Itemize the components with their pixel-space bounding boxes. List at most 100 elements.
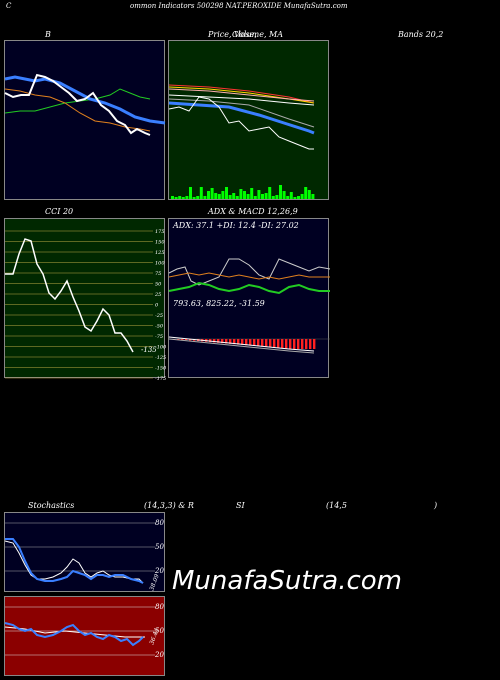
macd-readout: 793.63, 825.22, -31.59 xyxy=(173,299,265,308)
volume-bar xyxy=(225,187,228,199)
volume-bar xyxy=(203,196,207,199)
macd-hist-bar xyxy=(297,339,300,349)
volume-bar xyxy=(232,193,236,199)
rsi-tick-80: 80 xyxy=(155,603,164,611)
bands-title: Bands 20,2 xyxy=(398,30,444,39)
macd-hist-bar xyxy=(301,339,304,349)
macd-hist-bar xyxy=(305,339,308,349)
macd-hist-bar xyxy=(217,339,220,343)
volume-bars xyxy=(171,185,315,199)
volume-bar xyxy=(214,193,218,199)
cci-tick-label: -125 xyxy=(155,355,166,361)
adx-macd-panel: ADX: 37.1 +DI: 12.4 -DI: 27.02 793.63, 8… xyxy=(168,218,331,378)
macd-hist-bar xyxy=(277,339,280,349)
volume-bar xyxy=(297,196,300,199)
cci-tick-label: 50 xyxy=(155,282,162,288)
watermark-logo: MunafaSutra.com xyxy=(172,566,403,596)
volume-bar xyxy=(286,196,290,199)
stoch-tick-20: 20 xyxy=(155,567,164,575)
volume-bar xyxy=(228,195,232,199)
volume-bar xyxy=(282,191,286,199)
stoch-tick-80: 80 xyxy=(155,519,164,527)
volume-bar xyxy=(253,196,257,199)
rsi-si-title: SI xyxy=(236,501,245,510)
cci-tick-label: 150 xyxy=(155,240,165,246)
header-title: ommon Indicators 500298 NAT.PEROXIDE Mun… xyxy=(130,2,348,10)
volume-bar xyxy=(239,189,243,199)
cci-tick-label: -25 xyxy=(155,313,163,319)
macd-hist-bar xyxy=(209,339,212,343)
macd-hist-bar xyxy=(265,339,268,348)
volume-bar xyxy=(192,197,196,199)
cci-panel: 175 150 125 100 75 50 25 0 -25 -50 -75 -100 -125 -150… xyxy=(4,218,167,382)
macd-hist-bar xyxy=(293,339,296,349)
volume-bar xyxy=(178,196,182,199)
macd-hist-bar xyxy=(241,339,244,345)
macd-hist-bar xyxy=(281,339,284,349)
macd-hist-bar xyxy=(213,339,216,343)
volume-bar xyxy=(250,188,254,199)
cci-tick-label: 175 xyxy=(155,229,165,235)
price-close-title: Close, xyxy=(232,30,257,39)
stoch-tick-50: 50 xyxy=(155,543,164,551)
volume-bar xyxy=(207,191,210,199)
stochastics-panel: 80 50 20 38.09 xyxy=(4,512,165,592)
volume-bar xyxy=(307,190,311,199)
price-volume-chart xyxy=(168,84,315,199)
macd-hist-bar xyxy=(253,339,256,346)
bollinger-b-chart xyxy=(4,73,166,136)
volume-bar xyxy=(196,196,200,199)
stoch-title: Stochastics xyxy=(28,501,75,510)
volume-bar xyxy=(289,192,293,199)
volume-bar xyxy=(311,194,315,199)
volume-bar xyxy=(275,195,279,199)
macd-hist-bar xyxy=(225,339,228,344)
cci-tick-label: -150 xyxy=(155,366,167,372)
macd-hist-bar xyxy=(221,339,224,344)
rsi-chart xyxy=(4,606,155,656)
macd-hist-bar xyxy=(269,339,272,348)
volume-bar xyxy=(174,197,178,199)
price-volume-ma-title: Price, Volume, MA xyxy=(208,30,284,39)
cci-tick-label: -175 xyxy=(155,376,166,382)
cci-chart: 175 150 125 100 75 50 25 0 -25 -50 -75 -100 -125 -150… xyxy=(5,229,167,382)
volume-bar xyxy=(243,191,246,199)
macd-hist-bar xyxy=(257,339,260,347)
volume-bar xyxy=(217,194,221,199)
rsi-panel: 80 50 20 36.44 xyxy=(4,596,165,676)
volume-bar xyxy=(199,187,203,199)
adx-macd-title: ADX & MACD 12,26,9 xyxy=(208,207,298,216)
adx-chart xyxy=(168,258,331,354)
macd-hist-bar xyxy=(249,339,252,346)
macd-hist-bar xyxy=(309,339,312,349)
macd-hist-bar xyxy=(233,339,236,345)
cci-tick-label: -75 xyxy=(155,334,163,340)
volume-bar xyxy=(246,194,250,199)
cci-tick-label: -50 xyxy=(155,324,164,330)
header-c-mark: C xyxy=(6,2,12,10)
volume-bar xyxy=(271,196,275,199)
volume-bar xyxy=(293,197,297,199)
cci-last-value: -135 xyxy=(141,346,157,354)
stoch-params-title: (14,3,3) & R xyxy=(144,501,194,510)
macd-hist-bar xyxy=(189,339,192,341)
rsi-tick-50: 50 xyxy=(155,627,164,635)
cci-tick-label: 75 xyxy=(155,271,161,277)
rsi-tick-20: 20 xyxy=(155,651,164,659)
macd-hist-bar xyxy=(273,339,276,348)
volume-bar xyxy=(264,193,268,199)
volume-bar xyxy=(221,191,225,199)
macd-hist-bar xyxy=(229,339,232,344)
cci-tick-label: 25 xyxy=(154,292,161,298)
volume-bar xyxy=(235,196,239,199)
volume-bar xyxy=(304,187,308,199)
adx-readout: ADX: 37.1 +DI: 12.4 -DI: 27.02 xyxy=(173,221,299,230)
macd-hist-bar xyxy=(245,339,248,346)
volume-bar xyxy=(189,187,192,199)
cci-tick-label: 100 xyxy=(155,261,165,267)
macd-hist-bar xyxy=(289,339,292,349)
rsi-params-title: (14,5 xyxy=(326,501,347,510)
volume-bar xyxy=(210,188,214,199)
macd-hist-bar xyxy=(285,339,288,349)
macd-hist-bar xyxy=(237,339,240,345)
